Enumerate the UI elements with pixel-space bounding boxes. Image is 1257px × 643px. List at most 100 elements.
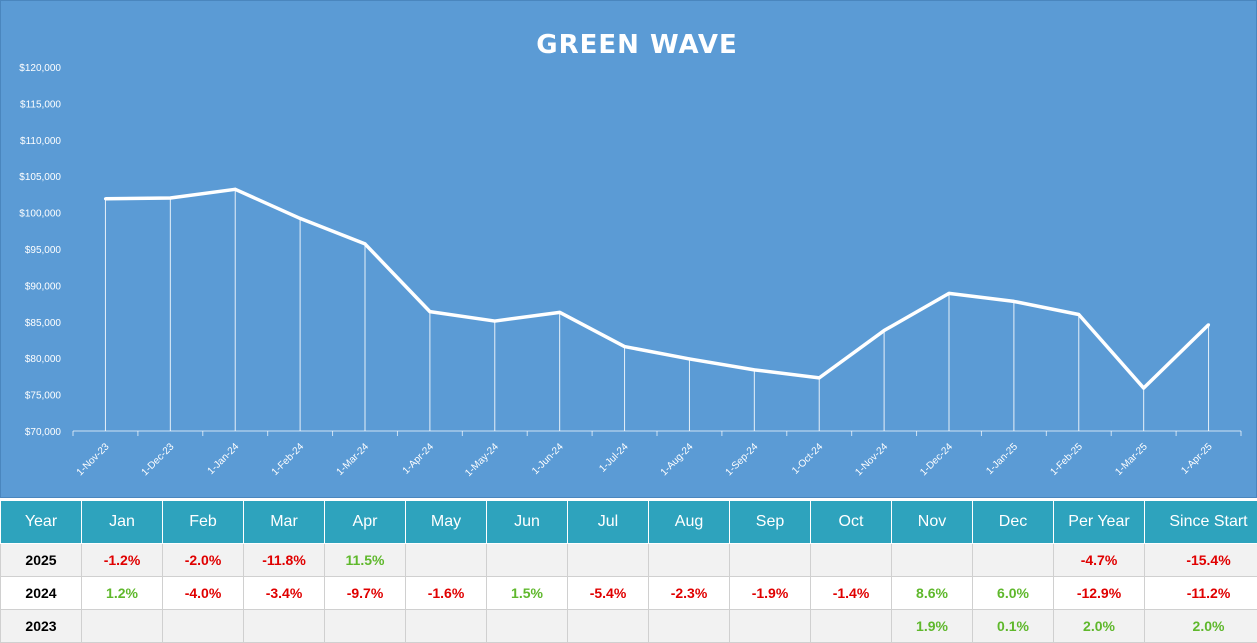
return-cell (568, 610, 649, 643)
return-cell: 2.0% (1145, 610, 1257, 643)
data-point (883, 329, 886, 332)
series-group (104, 188, 1210, 390)
table-body: 2025-1.2%-2.0%-11.8%11.5%-4.7%-15.4%2024… (1, 544, 1257, 643)
data-point (688, 357, 691, 360)
y-tick-label: $100,000 (19, 209, 61, 220)
year-cell: 2025 (1, 544, 82, 577)
x-tick-label: 1-Jun-24 (530, 441, 566, 477)
y-axis: $70,000 $75,000 $80,000 $85,000 $90,000 $95,0… (19, 63, 61, 438)
x-tick-label: 1-Dec-23 (140, 441, 177, 478)
year-cell: 2023 (1, 610, 82, 643)
data-point (1077, 313, 1080, 316)
data-point (1142, 387, 1145, 390)
return-cell: -3.4% (244, 577, 325, 610)
chart-area: GREEN WAVE $70,000$75,000$80,000$85,000$… (0, 0, 1257, 498)
return-cell (811, 610, 892, 643)
data-point (234, 188, 237, 191)
return-cell (892, 544, 973, 577)
x-tick-label: 1-Apr-25 (1179, 441, 1215, 477)
y-tick-label: $85,000 (25, 318, 62, 329)
column-header: Dec (973, 501, 1054, 544)
x-tick-label: 1-Oct-24 (790, 441, 826, 477)
return-cell: 8.6% (892, 577, 973, 610)
y-tick-label: $80,000 (25, 354, 62, 365)
return-cell: -1.2% (82, 544, 163, 577)
return-cell (568, 544, 649, 577)
x-tick-label: 1-Dec-24 (918, 441, 955, 478)
x-tick-label: 1-Mar-25 (1113, 441, 1150, 478)
return-cell: -4.0% (163, 577, 244, 610)
return-cell (406, 610, 487, 643)
return-cell (406, 544, 487, 577)
return-cell (487, 544, 568, 577)
return-cell: -2.3% (649, 577, 730, 610)
y-tick-label: $90,000 (25, 281, 62, 292)
return-cell (973, 544, 1054, 577)
series-line (105, 189, 1208, 388)
column-header: Per Year (1054, 501, 1145, 544)
data-point (299, 217, 302, 220)
return-cell: 6.0% (973, 577, 1054, 610)
x-tick-label: 1-Aug-24 (659, 441, 696, 478)
data-point (364, 242, 367, 245)
data-point (169, 197, 172, 200)
column-header: Aug (649, 501, 730, 544)
x-axis: 1-Nov-23 1-Dec-23 1-Jan-24 1-Feb-24 1-Mar-24… (73, 431, 1241, 479)
y-tick-label: $95,000 (25, 245, 62, 256)
return-cell: -9.7% (325, 577, 406, 610)
return-cell: -1.4% (811, 577, 892, 610)
data-point (818, 376, 821, 379)
y-tick-label: $110,000 (20, 136, 61, 147)
return-cell: -1.9% (730, 577, 811, 610)
return-cell: -11.2% (1145, 577, 1257, 610)
return-cell: 0.1% (973, 610, 1054, 643)
data-point (428, 310, 431, 313)
return-cell (487, 610, 568, 643)
data-point (753, 368, 756, 371)
return-cell: -15.4% (1145, 544, 1257, 577)
return-cell (811, 544, 892, 577)
return-cell (163, 610, 244, 643)
year-cell: 2024 (1, 577, 82, 610)
x-tick-label: 1-Nov-24 (853, 441, 890, 478)
data-point (1207, 323, 1210, 326)
return-cell: 1.5% (487, 577, 568, 610)
drop-lines (105, 189, 1208, 431)
chart-title: GREEN WAVE (536, 30, 737, 60)
return-cell: 1.9% (892, 610, 973, 643)
x-tick-label: 1-Feb-24 (270, 441, 307, 478)
data-point (493, 320, 496, 323)
x-tick-label: 1-Jan-25 (984, 441, 1020, 477)
y-tick-label: $75,000 (25, 391, 62, 402)
x-tick-label: 1-Feb-25 (1048, 441, 1085, 478)
x-tick-label: 1-Jan-24 (206, 441, 242, 477)
column-header: Since Start (1145, 501, 1257, 544)
return-cell (325, 610, 406, 643)
x-tick-label: 1-Sep-24 (724, 441, 761, 478)
return-cell (730, 610, 811, 643)
column-header: Feb (163, 501, 244, 544)
x-tick-label: 1-May-24 (463, 441, 501, 479)
line-chart: GREEN WAVE $70,000$75,000$80,000$85,000$… (1, 1, 1257, 499)
x-tick-label: 1-Nov-23 (75, 441, 112, 478)
return-cell: 2.0% (1054, 610, 1145, 643)
y-tick-label: $105,000 (19, 172, 61, 183)
data-point (948, 292, 951, 295)
y-tick-label: $120,000 (19, 63, 61, 74)
column-header: Sep (730, 501, 811, 544)
return-cell: -12.9% (1054, 577, 1145, 610)
return-cell: -1.6% (406, 577, 487, 610)
data-point (558, 311, 561, 314)
data-point (104, 197, 107, 200)
table-row: 2025-1.2%-2.0%-11.8%11.5%-4.7%-15.4% (1, 544, 1257, 577)
column-header: Jun (487, 501, 568, 544)
return-cell (649, 610, 730, 643)
x-tick-label: 1-Mar-24 (335, 441, 372, 478)
return-cell: 1.2% (82, 577, 163, 610)
data-point (623, 345, 626, 348)
return-cell (244, 610, 325, 643)
y-tick-label: $70,000 (25, 427, 62, 438)
